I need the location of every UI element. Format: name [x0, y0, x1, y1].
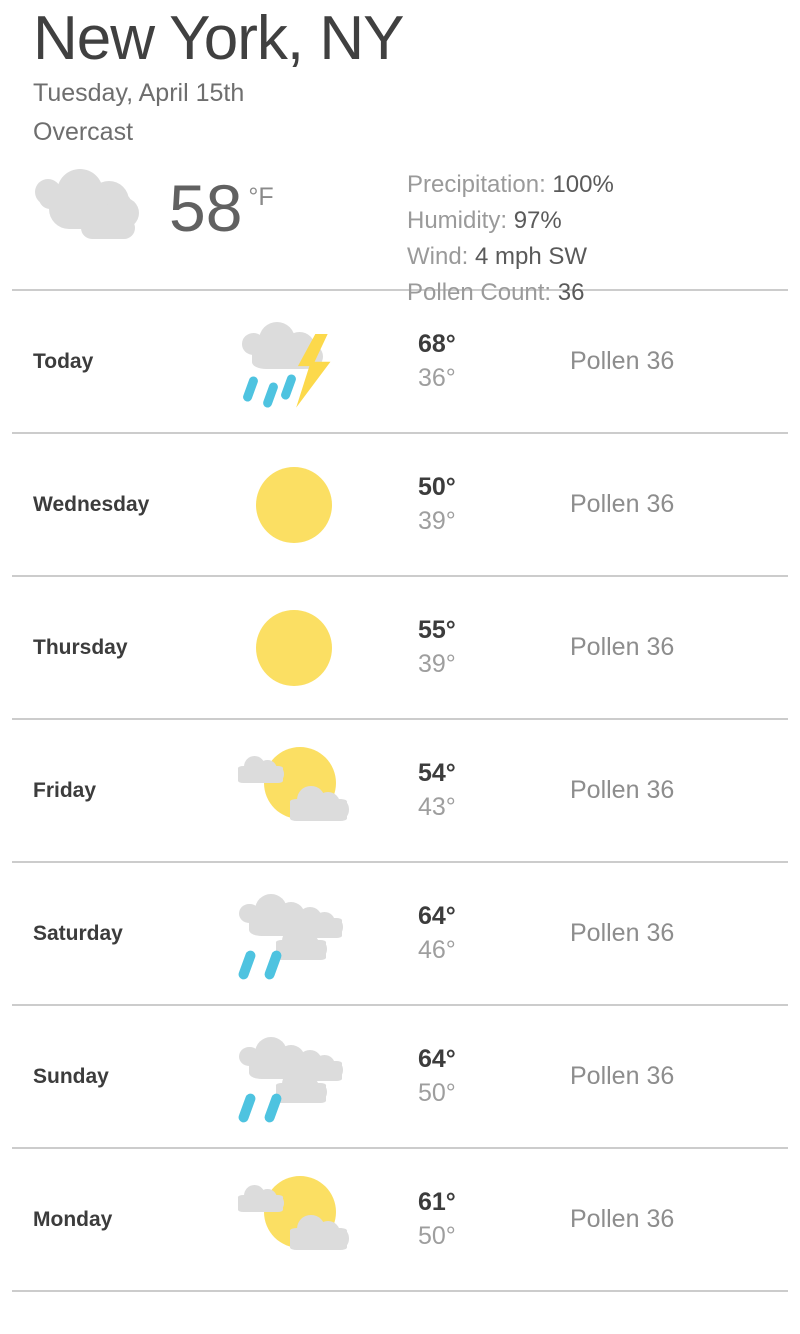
sun-disc — [256, 466, 332, 543]
divider — [12, 1290, 788, 1293]
rain-drop — [237, 1091, 257, 1124]
forecast-high-temp: 50° — [418, 472, 456, 501]
rain-drop — [241, 374, 260, 403]
sunny-icon — [234, 455, 402, 555]
current-condition: Overcast — [33, 118, 134, 147]
forecast-pollen: Pollen 36 — [570, 490, 675, 519]
forecast-day-label: Monday — [33, 1207, 113, 1231]
rain-drop — [263, 1091, 283, 1124]
forecast-temperatures: 68° 36° — [402, 328, 542, 396]
detail-precipitation-value: 100% — [552, 171, 614, 199]
detail-humidity-value: 97% — [513, 207, 562, 235]
detail-pollen-count: Pollen Count: 36 — [407, 275, 614, 311]
forecast-high-temp: 54° — [418, 758, 456, 787]
forecast-pollen: Pollen 36 — [570, 919, 675, 948]
partly-cloudy-icon — [234, 1170, 402, 1270]
forecast-row[interactable]: Today 68° 36° Pollen 36 — [0, 291, 800, 432]
detail-pollen-count-label: Pollen Count: — [407, 279, 552, 307]
forecast-day-label: Friday — [33, 778, 97, 802]
forecast-temperatures: 50° 39° — [402, 471, 542, 539]
forecast-temperatures: 64° 46° — [402, 900, 542, 968]
sun-disc — [256, 609, 332, 686]
detail-wind-label: Wind: — [407, 243, 469, 271]
rain-drop — [279, 372, 298, 401]
forecast-low-temp: 43° — [418, 792, 456, 821]
rain-drop — [261, 380, 280, 409]
forecast-day-label: Today — [33, 349, 94, 373]
forecast-high-temp: 55° — [418, 615, 456, 644]
detail-humidity: Humidity: 97% — [407, 203, 614, 239]
forecast-row[interactable]: Thursday 55° 39° Pollen 36 — [0, 577, 800, 718]
current-temp-group: 58 °F — [33, 159, 403, 253]
forecast-day-label: Saturday — [33, 921, 123, 945]
divider — [12, 861, 788, 864]
forecast-pollen: Pollen 36 — [570, 1205, 675, 1234]
divider — [12, 718, 788, 721]
forecast-day-label: Sunday — [33, 1064, 109, 1088]
forecast-low-temp: 36° — [418, 363, 456, 392]
detail-wind: Wind: 4 mph SW — [407, 239, 614, 275]
forecast-pollen: Pollen 36 — [570, 1062, 675, 1091]
forecast-row[interactable]: Monday 61° 50° Pollen 36 — [0, 1149, 800, 1290]
forecast-temperatures: 55° 39° — [402, 614, 542, 682]
forecast-low-temp: 50° — [418, 1221, 456, 1250]
partly-cloudy-icon — [234, 741, 402, 841]
conditions-details-list: Precipitation: 100% Humidity: 97% Wind: … — [407, 159, 614, 311]
divider — [12, 289, 788, 292]
detail-humidity-label: Humidity: — [407, 207, 508, 235]
divider — [12, 1147, 788, 1150]
forecast-pollen: Pollen 36 — [570, 633, 675, 662]
overcast-cloud-icon — [33, 163, 163, 253]
rain-drop — [263, 948, 283, 981]
rain-icon — [234, 1027, 402, 1127]
rain-drop — [237, 948, 257, 981]
forecast-high-temp: 64° — [418, 1044, 456, 1073]
temperature-unit: °F — [248, 182, 274, 211]
forecast-day-label: Wednesday — [33, 492, 150, 516]
forecast-temperatures: 61° 50° — [402, 1186, 542, 1254]
current-temperature: 58 — [169, 170, 243, 245]
forecast-list: Today 68° 36° Pollen 36 Wednesday 50° 39° Polle… — [0, 291, 800, 1293]
forecast-low-temp: 46° — [418, 935, 456, 964]
forecast-row[interactable]: Wednesday 50° 39° Pollen 36 — [0, 434, 800, 575]
current-summary: 58 °F Precipitation: 100% Humidity: 97% … — [33, 159, 767, 306]
current-date: Tuesday, April 15th — [33, 79, 245, 108]
forecast-pollen: Pollen 36 — [570, 347, 675, 376]
current-temperature-block: 58 °F — [169, 170, 274, 245]
divider — [12, 1004, 788, 1007]
forecast-row[interactable]: Saturday 64° 46° Pollen 36 — [0, 863, 800, 1004]
detail-precipitation: Precipitation: 100% — [407, 167, 614, 203]
forecast-low-temp: 39° — [418, 649, 456, 678]
divider — [12, 432, 788, 435]
rain-icon — [234, 884, 402, 984]
forecast-low-temp: 39° — [418, 506, 456, 535]
page-title: New York, NY — [33, 4, 405, 73]
thunderstorm-icon — [234, 312, 402, 412]
forecast-temperatures: 54° 43° — [402, 757, 542, 825]
detail-wind-value: 4 mph SW — [475, 243, 588, 271]
detail-pollen-count-value: 36 — [557, 279, 585, 307]
forecast-row[interactable]: Friday 54° 43° Pollen 36 — [0, 720, 800, 861]
divider — [12, 575, 788, 578]
forecast-low-temp: 50° — [418, 1078, 456, 1107]
forecast-high-temp: 64° — [418, 901, 456, 930]
forecast-row[interactable]: Sunday 64° 50° Pollen 36 — [0, 1006, 800, 1147]
forecast-high-temp: 68° — [418, 329, 456, 358]
current-conditions-header: New York, NY Tuesday, April 15th Overcas… — [0, 0, 800, 306]
forecast-high-temp: 61° — [418, 1187, 456, 1216]
sunny-icon — [234, 598, 402, 698]
forecast-day-label: Thursday — [33, 635, 128, 659]
detail-precipitation-label: Precipitation: — [407, 171, 546, 199]
forecast-temperatures: 64° 50° — [402, 1043, 542, 1111]
forecast-pollen: Pollen 36 — [570, 776, 675, 805]
